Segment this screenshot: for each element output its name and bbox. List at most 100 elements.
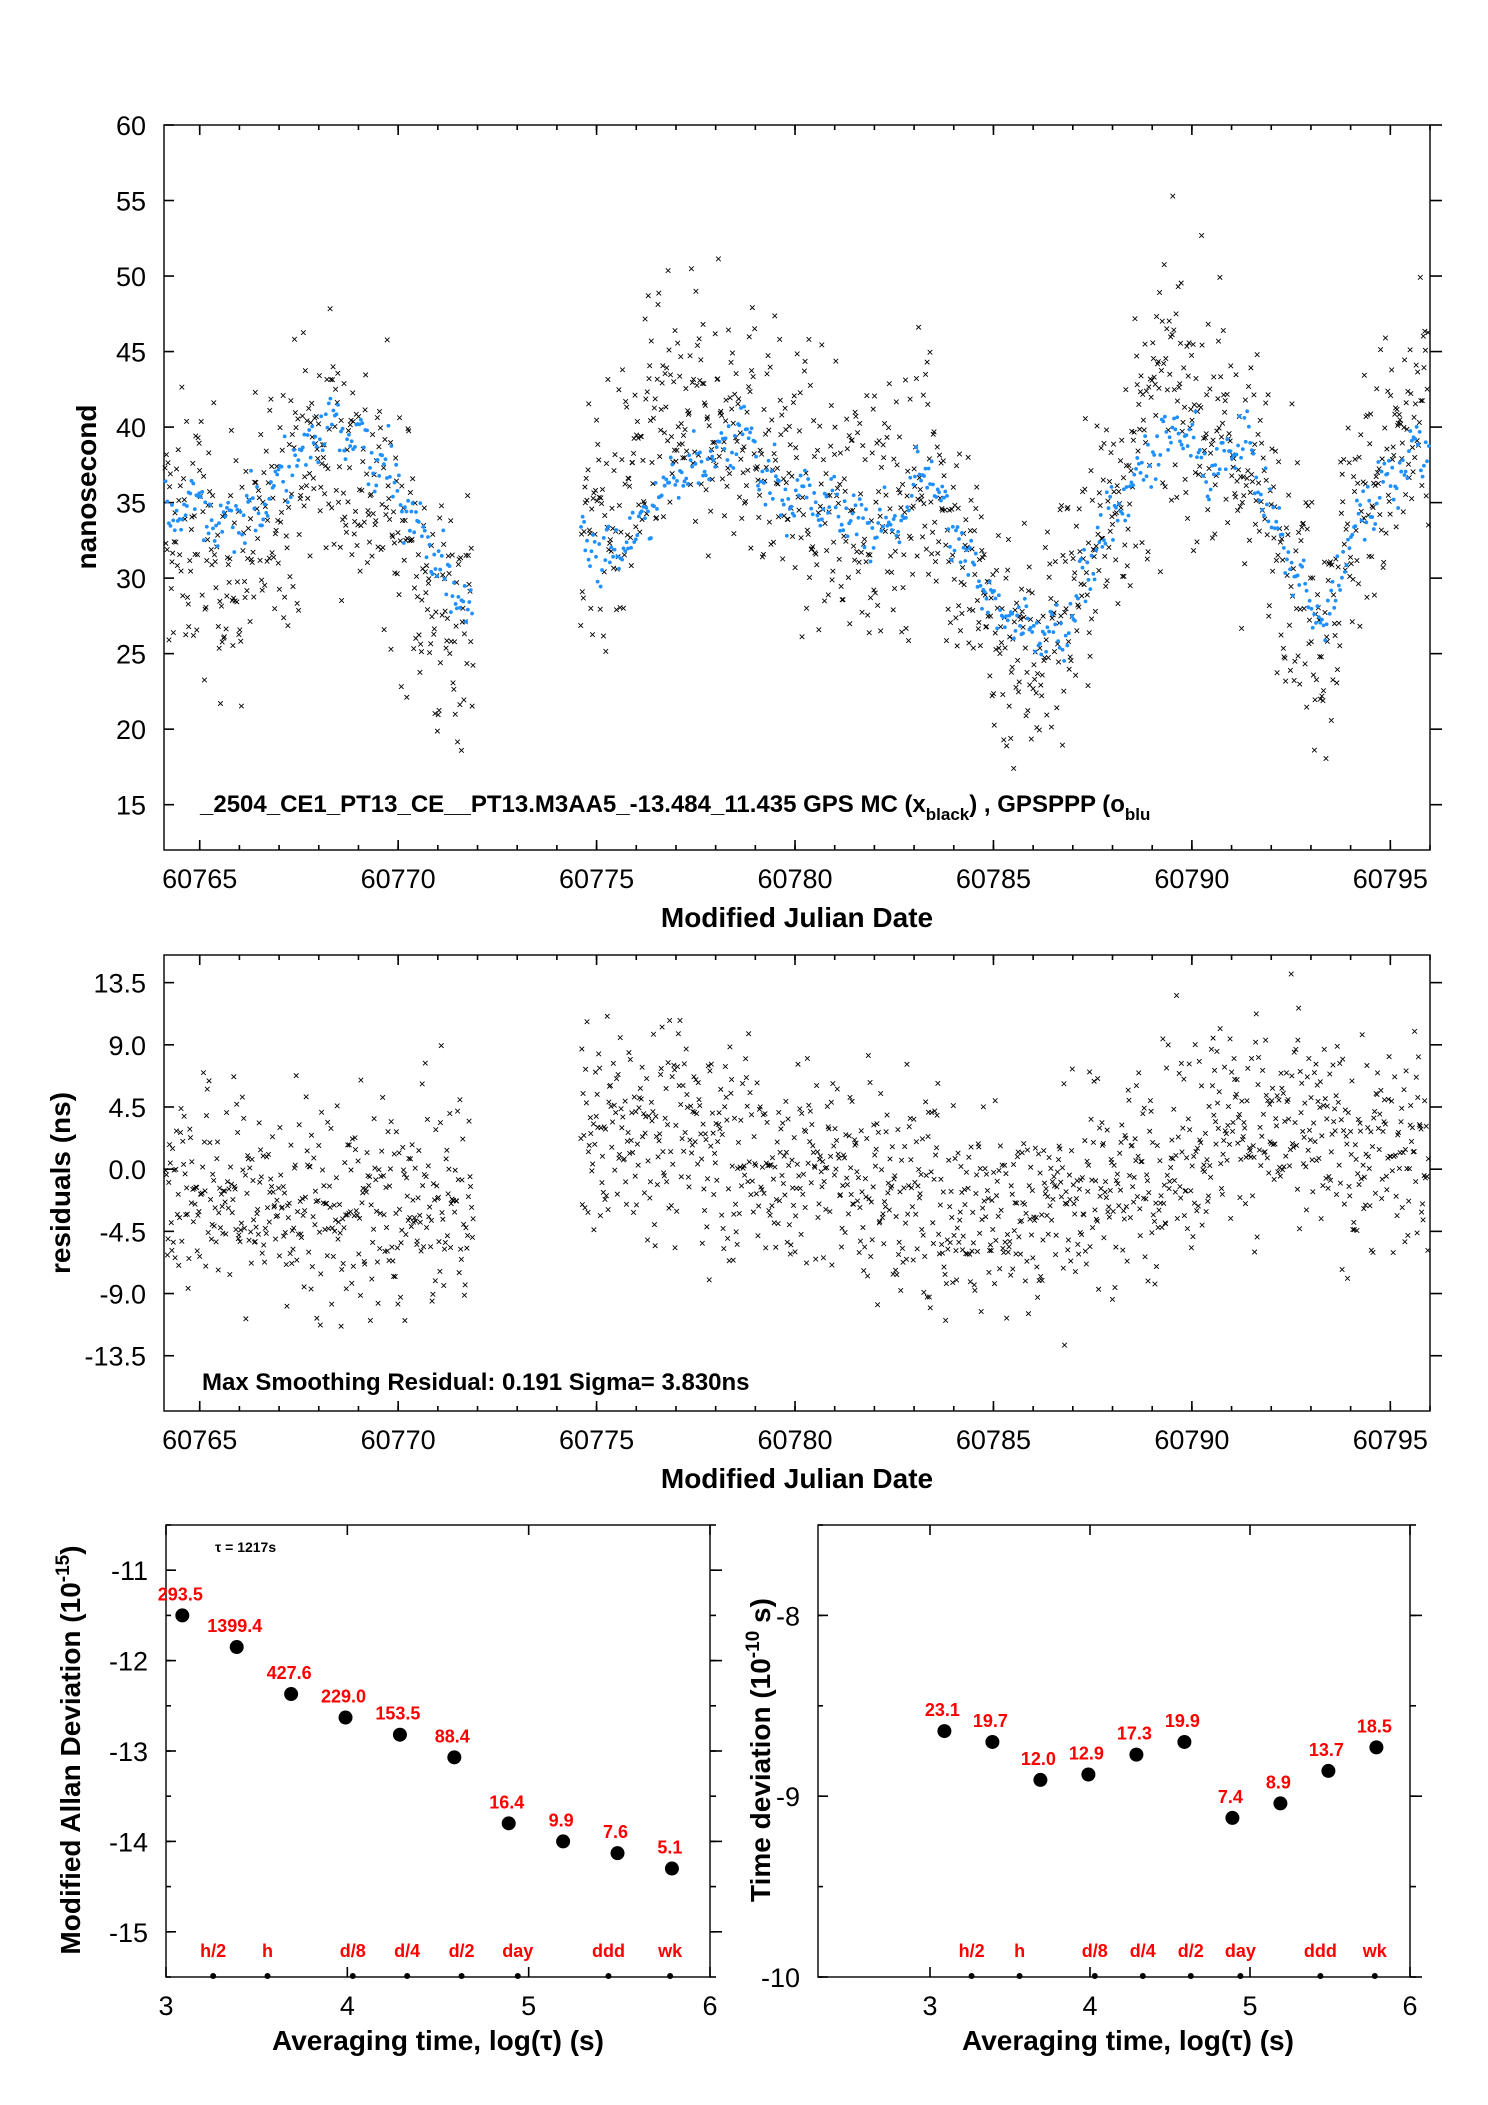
- time-series-ticks: 60765 60770 60775 60780 60785 60790 6079515202…: [116, 111, 1442, 894]
- data-point: [851, 493, 856, 498]
- data-point: [407, 489, 413, 496]
- deviation-label: 19.7: [973, 1711, 1008, 1731]
- data-point: [933, 578, 939, 584]
- data-point: [1372, 1190, 1379, 1196]
- data-point: [215, 532, 221, 538]
- data-point: [207, 1140, 213, 1146]
- data-point: [787, 442, 793, 448]
- data-point: [865, 612, 871, 618]
- data-point: [652, 504, 656, 509]
- data-point: [1054, 705, 1060, 711]
- data-point: [1256, 528, 1262, 534]
- data-point: [352, 1147, 359, 1153]
- data-point: [306, 405, 312, 411]
- data-point: [870, 406, 876, 412]
- data-point: [275, 1185, 282, 1191]
- data-point: [214, 523, 219, 528]
- data-point: [1169, 1137, 1175, 1143]
- data-point: [1003, 575, 1009, 581]
- data-point: [253, 528, 258, 533]
- data-point: [380, 453, 384, 458]
- data-point: [1404, 1166, 1410, 1172]
- data-point: [1276, 1097, 1282, 1103]
- data-point: [1344, 521, 1351, 527]
- data-point: [914, 445, 919, 450]
- data-point: [205, 1229, 211, 1236]
- data-point: [902, 377, 909, 383]
- data-point: [396, 1206, 403, 1213]
- data-point: [837, 450, 844, 456]
- data-point: [263, 502, 267, 507]
- data-point: [248, 1229, 254, 1235]
- data-point: [844, 446, 850, 452]
- data-point: [1418, 1209, 1425, 1215]
- data-point: [1351, 488, 1358, 495]
- data-point: [653, 480, 658, 485]
- data-point: [604, 1013, 610, 1019]
- data-point: [393, 1129, 400, 1135]
- data-point: [243, 468, 249, 474]
- data-point: [250, 549, 256, 555]
- data-point: [979, 1205, 986, 1211]
- data-point: [1215, 1125, 1221, 1132]
- data-point: [814, 1149, 821, 1155]
- data-point: [1356, 511, 1361, 516]
- data-point: [1358, 503, 1362, 507]
- data-point: [792, 513, 797, 518]
- data-point: [899, 481, 906, 487]
- data-point: [1418, 1126, 1424, 1132]
- data-point: [1377, 495, 1382, 500]
- data-point: [1313, 677, 1320, 683]
- data-point: [746, 1031, 752, 1037]
- data-point: [464, 1232, 471, 1239]
- data-point: [748, 368, 755, 374]
- data-point: [1252, 491, 1257, 496]
- y-tick-label: 9.0: [108, 1031, 146, 1061]
- data-point: [959, 610, 965, 617]
- data-point: [1143, 434, 1148, 439]
- data-point: [252, 506, 257, 511]
- data-point: [301, 1284, 307, 1290]
- data-point: [965, 1185, 971, 1191]
- data-point: [1146, 1190, 1152, 1196]
- data-point: [304, 418, 310, 424]
- data-point: [444, 1233, 451, 1239]
- data-point: [784, 533, 789, 538]
- data-point: [1002, 645, 1008, 651]
- data-point: [305, 433, 310, 437]
- data-point: [197, 1253, 203, 1260]
- data-point: [892, 548, 898, 554]
- data-point: [732, 433, 737, 438]
- data-point: [208, 546, 214, 553]
- data-point: [215, 1267, 221, 1273]
- data-point: [1119, 573, 1126, 579]
- data-point: [932, 1108, 938, 1114]
- data-point: [918, 497, 924, 503]
- data-point: [1235, 507, 1241, 514]
- data-point: [679, 470, 684, 475]
- data-point: [820, 457, 827, 463]
- data-point: [733, 370, 739, 377]
- data-point: [977, 643, 983, 649]
- data-point: [655, 506, 659, 511]
- data-point: [754, 464, 760, 470]
- data-point: [1044, 1212, 1050, 1219]
- data-point: [1034, 621, 1039, 625]
- data-point: [286, 441, 293, 448]
- data-point: [1298, 538, 1304, 544]
- data-point: [385, 476, 389, 480]
- data-point: [1104, 1127, 1110, 1133]
- data-point: [1121, 1216, 1127, 1222]
- data-point: [416, 1147, 422, 1154]
- data-point: [1118, 505, 1124, 511]
- data-point: [1017, 1251, 1024, 1257]
- data-point: [579, 589, 585, 595]
- data-point: [1033, 1214, 1039, 1221]
- data-point: [1101, 1235, 1107, 1241]
- data-point: [399, 483, 405, 489]
- data-point: [371, 471, 376, 476]
- data-point: [1044, 649, 1049, 654]
- data-point: [1228, 1215, 1234, 1222]
- data-point: [1351, 1219, 1357, 1225]
- data-point: [587, 1114, 593, 1121]
